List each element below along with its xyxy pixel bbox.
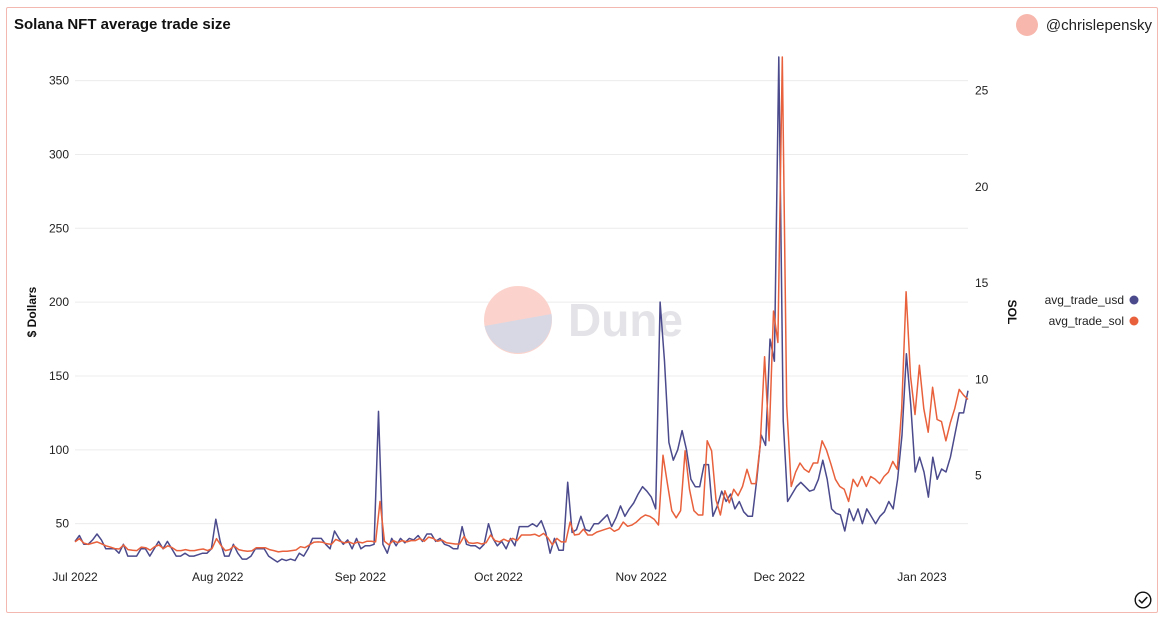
y2-tick-label: 5 — [975, 469, 982, 483]
y-tick-label: 50 — [56, 517, 70, 531]
y-axis-label: $ Dollars — [25, 286, 39, 337]
y-tick-label: 150 — [49, 369, 69, 383]
author-name: @chrislepensky — [1045, 16, 1152, 34]
watermark-logo-bottom — [484, 314, 552, 353]
author-badge[interactable]: @chrislepensky — [1015, 14, 1152, 36]
y2-tick-label: 10 — [975, 372, 989, 386]
x-tick-label: Nov 2022 — [615, 570, 667, 584]
y-tick-label: 300 — [49, 147, 69, 161]
series-lines — [74, 56, 969, 563]
y-tick-label: 250 — [49, 221, 69, 235]
x-axis: Jul 2022 Aug 2022 Sep 2022 Oct 2022 Nov 2022… — [52, 570, 947, 584]
y-tick-label: 350 — [49, 74, 69, 88]
y2-axis-label: SOL — [1005, 300, 1019, 325]
avatar — [1015, 14, 1038, 36]
x-tick-label: Aug 2022 — [192, 570, 244, 584]
y-axis-right: 5 10 15 20 25 — [975, 84, 989, 483]
series-line-avg_trade_sol — [74, 56, 969, 553]
y2-tick-label: 15 — [975, 276, 989, 290]
legend-marker — [1129, 295, 1139, 305]
legend-label: avg_trade_usd — [1045, 293, 1124, 307]
legend-marker — [1129, 316, 1139, 326]
x-tick-label: Sep 2022 — [335, 570, 387, 584]
y-axis-left: 50 100 150 200 250 300 350 — [49, 74, 69, 531]
check-circle-icon[interactable] — [1134, 591, 1152, 609]
x-tick-label: Dec 2022 — [754, 570, 806, 584]
chart-title: Solana NFT average trade size — [14, 16, 231, 33]
watermark-text: Dune — [568, 294, 683, 346]
y-tick-label: 200 — [49, 295, 69, 309]
y-tick-label: 100 — [49, 443, 69, 457]
legend-label: avg_trade_sol — [1049, 314, 1124, 328]
y2-tick-label: 20 — [975, 180, 989, 194]
watermark: Dune — [484, 286, 683, 354]
x-tick-label: Jan 2023 — [897, 570, 947, 584]
chart-card — [6, 7, 1158, 613]
legend[interactable]: avg_trade_usd avg_trade_sol — [1045, 293, 1139, 328]
series-line-avg_trade_usd — [74, 56, 969, 563]
x-tick-label: Jul 2022 — [52, 570, 98, 584]
y2-tick-label: 25 — [975, 84, 989, 98]
x-tick-label: Oct 2022 — [474, 570, 523, 584]
